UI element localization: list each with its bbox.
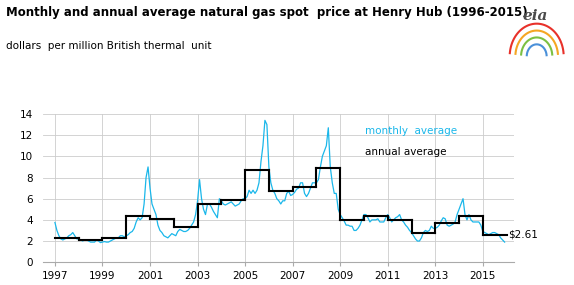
- Text: Monthly and annual average natural gas spot  price at Henry Hub (1996-2015): Monthly and annual average natural gas s…: [6, 6, 528, 19]
- Text: annual average: annual average: [366, 146, 447, 156]
- Text: dollars  per million British thermal  unit: dollars per million British thermal unit: [6, 41, 211, 51]
- Text: eia: eia: [523, 9, 548, 23]
- Text: monthly  average: monthly average: [366, 126, 457, 136]
- Text: $2.61: $2.61: [508, 230, 538, 240]
